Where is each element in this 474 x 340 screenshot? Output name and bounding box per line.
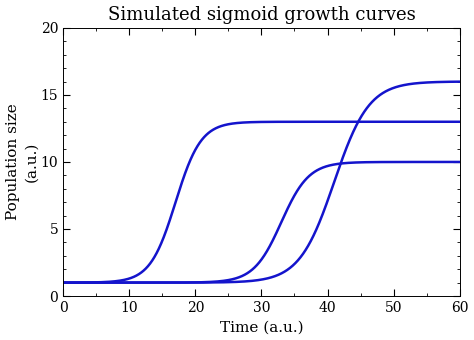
Title: Simulated sigmoid growth curves: Simulated sigmoid growth curves — [108, 5, 415, 23]
Y-axis label: Population size
(a.u.): Population size (a.u.) — [6, 104, 38, 220]
X-axis label: Time (a.u.): Time (a.u.) — [219, 320, 303, 335]
